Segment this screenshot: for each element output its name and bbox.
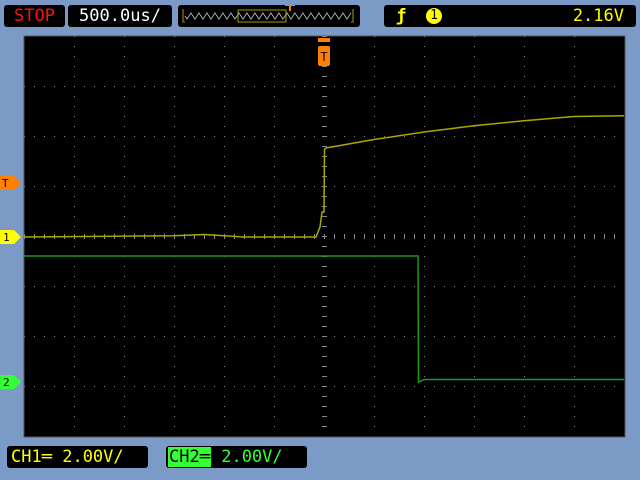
timebase-readout[interactable]: 500.0us/ bbox=[68, 5, 172, 27]
rising-edge-icon: ƒ bbox=[396, 6, 407, 26]
overview-waveform-icon bbox=[182, 5, 354, 23]
dc-coupling-icon: ═ bbox=[41, 447, 52, 467]
ch2-label: CH2 bbox=[169, 447, 200, 467]
trigger-level-marker[interactable]: T bbox=[0, 176, 21, 190]
trigger-level: 2.16V bbox=[572, 6, 624, 26]
ch2-scale: 2.00V/ bbox=[221, 447, 283, 467]
ch2-scale-readout[interactable]: CH2═ 2.00V/ bbox=[166, 446, 307, 468]
trigger-position-marker: T bbox=[318, 38, 330, 66]
ch1-scale-readout[interactable]: CH1═ 2.00V/ bbox=[7, 446, 148, 468]
ch1-ground-marker[interactable]: 1 bbox=[0, 230, 21, 244]
ch1-trace bbox=[23, 115, 625, 238]
svg-text:2: 2 bbox=[3, 376, 10, 389]
svg-text:T: T bbox=[2, 177, 9, 190]
run-stop-status[interactable]: STOP bbox=[4, 5, 65, 27]
svg-text:1: 1 bbox=[3, 231, 10, 244]
graticule bbox=[24, 36, 615, 427]
svg-text:T: T bbox=[320, 50, 327, 64]
trigger-readout[interactable]: ƒ 1 2.16V bbox=[384, 5, 636, 27]
ch2-trace bbox=[24, 255, 624, 384]
memory-overview bbox=[178, 5, 360, 27]
ch1-label: CH1 bbox=[11, 447, 42, 467]
ch1-scale: 2.00V/ bbox=[62, 447, 124, 467]
ch2-ground-marker[interactable]: 2 bbox=[0, 375, 21, 389]
trigger-source-badge: 1 bbox=[426, 8, 442, 24]
dc-coupling-icon: ═ bbox=[199, 447, 210, 467]
